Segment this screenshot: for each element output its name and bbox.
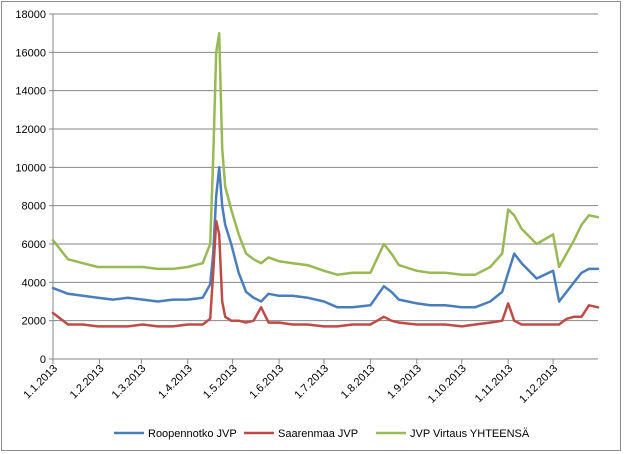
y-tick-label: 2000 bbox=[22, 316, 46, 328]
x-tick-label: 1.4.2013 bbox=[156, 363, 195, 402]
x-tick-label: 1.5.2013 bbox=[201, 363, 240, 402]
series-line bbox=[51, 219, 600, 328]
series-line bbox=[51, 31, 600, 276]
x-tick-label: 1.3.2013 bbox=[110, 363, 149, 402]
series-line bbox=[51, 166, 600, 309]
x-tick-label: 1.7.2013 bbox=[292, 363, 331, 402]
y-tick-label: 12000 bbox=[15, 124, 46, 136]
x-tick-label: 1.10.2013 bbox=[426, 363, 469, 406]
y-tick-label: 14000 bbox=[15, 86, 46, 98]
legend: Roopennotko JVP Saarenmaa JVP JVP Virtaus … bbox=[114, 428, 530, 440]
y-axis-ticks: 0 2000 4000 6000 8000 10000 12000 14000 16000 180… bbox=[15, 9, 46, 366]
gridlines bbox=[49, 13, 598, 364]
x-tick-label: 1.2.2013 bbox=[68, 363, 107, 402]
x-axis-ticks: 1.1.2013 1.2.2013 1.3.2013 1.4.2013 1.5.2013… bbox=[21, 363, 560, 406]
y-tick-label: 0 bbox=[40, 354, 46, 366]
x-tick-label: 1.1.2013 bbox=[21, 363, 60, 402]
legend-label: Roopennotko JVP bbox=[148, 428, 237, 440]
y-tick-label: 18000 bbox=[15, 9, 46, 21]
y-tick-label: 6000 bbox=[22, 239, 46, 251]
y-tick-label: 16000 bbox=[15, 47, 46, 59]
series-lines bbox=[51, 31, 600, 328]
legend-label: JVP Virtaus YHTEENSÄ bbox=[410, 428, 530, 440]
legend-label: Saarenmaa JVP bbox=[278, 428, 358, 440]
x-tick-label: 1.12.2013 bbox=[517, 363, 560, 406]
x-tick-label: 1.8.2013 bbox=[339, 363, 378, 402]
y-tick-label: 4000 bbox=[22, 277, 46, 289]
y-tick-label: 8000 bbox=[22, 201, 46, 213]
x-tick-label: 1.6.2013 bbox=[247, 363, 286, 402]
x-tick-label: 1.11.2013 bbox=[473, 363, 516, 406]
y-tick-label: 10000 bbox=[15, 162, 46, 174]
x-tick-label: 1.9.2013 bbox=[385, 363, 424, 402]
